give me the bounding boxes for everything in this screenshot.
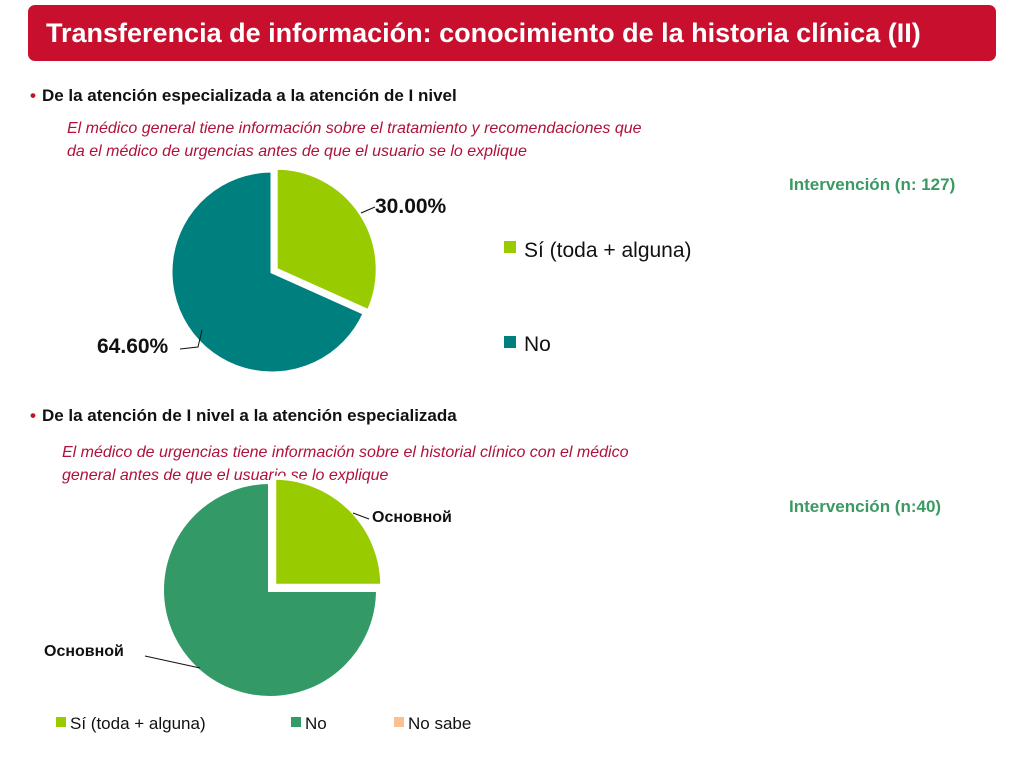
pie-chart-1: 30.00% 64.60% Sí (toda + alguna) No: [97, 166, 692, 375]
legend-swatch-no: [291, 717, 301, 727]
data-label-no: 64.60%: [97, 335, 169, 358]
bullet-dot: •: [30, 86, 36, 105]
legend-label-no-sabe: No sabe: [408, 714, 471, 733]
section1-heading-text: De la atención especializada a la atenci…: [41, 86, 457, 105]
legend-swatch-no: [504, 336, 516, 348]
slide-title: Transferencia de información: conocimien…: [28, 5, 996, 61]
pie-slice-si: [274, 166, 379, 313]
data-label-no: Основной: [44, 643, 124, 660]
section2-description-line: general antes de que el usuario se lo ex…: [62, 467, 389, 484]
bullet-dot: •: [30, 406, 36, 425]
data-label-si: 30.00%: [375, 195, 447, 218]
legend-label-no: No: [524, 333, 551, 356]
pie-slice-si: [272, 475, 385, 588]
data-label-si: Основной: [372, 509, 452, 526]
section1-description: El médico general tiene información sobr…: [67, 117, 642, 163]
section2-intervention: Intervención (n:40): [789, 497, 942, 516]
section1-intervention: Intervención (n: 127): [789, 175, 956, 194]
pie-chart-2: Основной Основной Sí (toda + alguna) No …: [44, 475, 471, 733]
section2-description-line: El médico de urgencias tiene información…: [62, 444, 629, 461]
section1-description-line: da el médico de urgencias antes de que e…: [67, 143, 527, 160]
legend-label-si: Sí (toda + alguna): [524, 239, 692, 262]
section1-heading: • De la atención especializada a la atenc…: [30, 86, 457, 106]
section2-heading: • De la atención de I nivel a la atención…: [30, 406, 457, 426]
section1-description-line: El médico general tiene información sobr…: [67, 120, 642, 137]
legend-label-si: Sí (toda + alguna): [70, 714, 206, 733]
section2-description: El médico de urgencias tiene información…: [62, 441, 629, 487]
legend-swatch-si: [56, 717, 66, 727]
legend-swatch-no-sabe: [394, 717, 404, 727]
leader-line: [144, 655, 201, 669]
legend-label-no: No: [305, 714, 327, 733]
section2-heading-text: De la atención de I nivel a la atención …: [41, 406, 457, 425]
leader-line: [352, 512, 370, 520]
legend-swatch-si: [504, 241, 516, 253]
pie-slice-no: [169, 169, 367, 375]
leader-line: [360, 206, 376, 214]
leader-line: [179, 329, 203, 350]
